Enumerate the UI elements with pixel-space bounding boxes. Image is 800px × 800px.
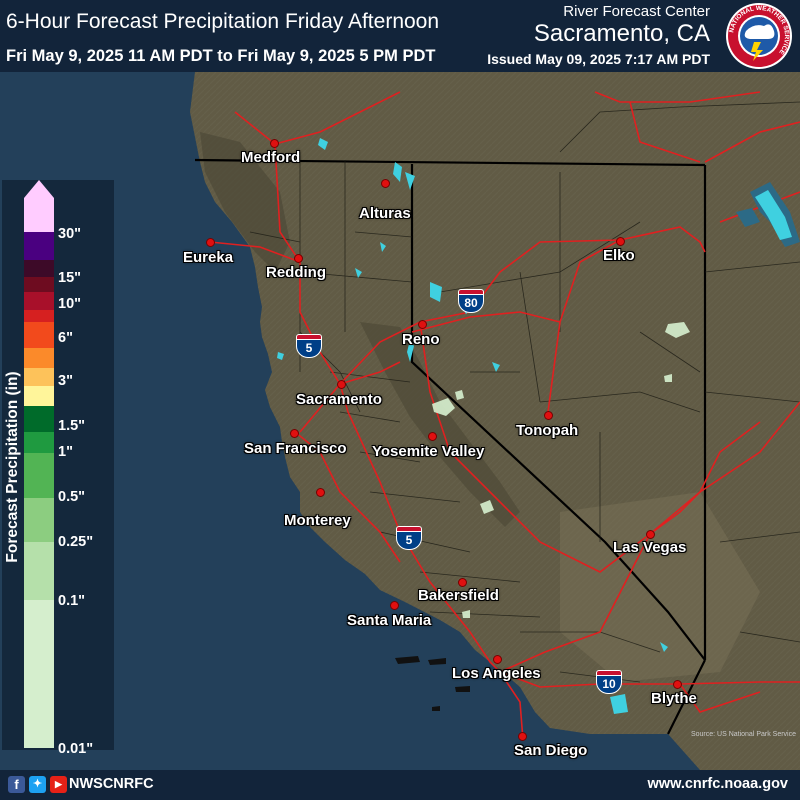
map-source: Source: US National Park Service <box>690 731 796 738</box>
interstate-shield: 80 <box>458 289 484 313</box>
city-dot <box>645 529 655 539</box>
city-dot <box>289 428 299 438</box>
terrain-map[interactable] <box>0 72 800 770</box>
website-link[interactable]: www.cnrfc.noaa.gov <box>647 776 788 792</box>
city-dot <box>315 487 325 497</box>
legend-band <box>24 232 54 260</box>
coast-range-terrain <box>200 132 290 272</box>
legend-tick-label: 0.01" <box>58 741 94 757</box>
legend-background <box>2 180 114 750</box>
city-label: Eureka <box>183 249 234 266</box>
legend-tick-label: 3" <box>58 373 73 389</box>
legend-tick-label: 15" <box>58 270 82 286</box>
legend-band <box>24 498 54 542</box>
city-dot <box>615 236 625 246</box>
interstate-shield: 10 <box>596 670 622 694</box>
city-label: Elko <box>603 247 635 264</box>
city-label: Santa Maria <box>347 612 432 629</box>
city-label: Bakersfield <box>418 587 499 604</box>
center-label: River Forecast Center <box>563 3 710 20</box>
interstate-number: 80 <box>458 294 484 313</box>
interstate-shield: 5 <box>396 526 422 550</box>
city-dot <box>492 654 502 664</box>
city-dot <box>389 600 399 610</box>
city-dot <box>457 577 467 587</box>
legend-band <box>24 432 54 453</box>
legend-band <box>24 260 54 277</box>
legend-tick-label: 10" <box>58 296 82 312</box>
legend-band <box>24 386 54 406</box>
city-label: Reno <box>402 331 440 348</box>
interstate-number: 5 <box>396 531 422 550</box>
social-handle[interactable]: NWSCNRFC <box>69 776 154 792</box>
city-label: Sacramento <box>296 391 382 408</box>
legend-band <box>24 277 54 292</box>
channel-islands <box>395 656 470 711</box>
legend-band <box>24 322 54 348</box>
precip-light <box>432 322 690 618</box>
interstate-shield: 5 <box>296 334 322 358</box>
interstate-number: 5 <box>296 339 322 358</box>
issued-time: Issued May 09, 2025 7:17 AM PDT <box>487 51 710 67</box>
footer-bar: f ✦ ▶ NWSCNRFC www.cnrfc.noaa.gov <box>0 770 800 800</box>
legend-title: Forecast Precipitation (in) <box>4 371 21 563</box>
city-dot <box>427 431 437 441</box>
facebook-icon[interactable]: f <box>8 776 25 793</box>
city-label: San Francisco <box>244 440 347 457</box>
city-label: Alturas <box>359 205 411 222</box>
city-dot <box>417 319 427 329</box>
legend-band <box>24 348 54 368</box>
city-label: Los Angeles <box>452 665 541 682</box>
lakes <box>277 138 668 714</box>
city-dot <box>336 379 346 389</box>
legend-band <box>24 600 54 748</box>
city-label: Medford <box>241 149 301 166</box>
city-dot <box>672 679 682 689</box>
city-label: Redding <box>266 264 326 281</box>
nws-logo[interactable]: NATIONAL WEATHER SERVICE <box>724 1 794 71</box>
legend-tick-label: 1.5" <box>58 418 86 434</box>
city-dot <box>517 731 527 741</box>
city-dot <box>205 237 215 247</box>
legend-band <box>24 368 54 386</box>
legend-band <box>24 310 54 322</box>
city-label: Tonopah <box>516 422 579 439</box>
legend-tick-label: 0.5" <box>58 489 86 505</box>
legend-band <box>24 453 54 498</box>
legend-tick-label: 0.25" <box>58 534 94 550</box>
page-title: 6-Hour Forecast Precipitation Friday Aft… <box>6 10 440 33</box>
youtube-icon[interactable]: ▶ <box>50 776 67 793</box>
city-label: San Diego <box>514 742 588 759</box>
legend-band <box>24 292 54 310</box>
interstate-number: 10 <box>596 675 622 694</box>
valid-period: Fri May 9, 2025 11 AM PDT to Fri May 9, … <box>6 47 436 65</box>
city-label: Blythe <box>651 690 697 707</box>
legend-tick-label: 1" <box>58 444 73 460</box>
legend-band <box>24 542 54 600</box>
legend-band <box>24 202 54 232</box>
precip-legend: 30" 15" 10" 6" 3" 1.5" 1" 0.5" 0.25" 0.1" 0.01" Fo… <box>2 180 114 757</box>
city-label: Monterey <box>284 512 351 529</box>
state-boundaries <box>194 158 707 735</box>
legend-tick-label: 30" <box>58 226 82 242</box>
twitter-icon[interactable]: ✦ <box>29 776 46 793</box>
city-dot <box>380 178 390 188</box>
city-dot <box>269 138 279 148</box>
map-panel[interactable]: Medford Alturas Eureka Redding Elko Reno Sacra… <box>0 72 800 770</box>
legend-tick-label: 6" <box>58 330 73 346</box>
legend-tick-label: 0.1" <box>58 593 86 609</box>
city-dot <box>543 410 553 420</box>
city-label: Las Vegas <box>613 539 687 556</box>
center-city: Sacramento, CA <box>533 20 710 47</box>
city-dot <box>293 253 303 263</box>
city-label: Yosemite Valley <box>372 443 485 460</box>
desert-terrain <box>560 492 760 682</box>
legend-arrow <box>24 180 54 202</box>
header-bar: 6-Hour Forecast Precipitation Friday Aft… <box>0 0 800 72</box>
legend-band <box>24 406 54 432</box>
